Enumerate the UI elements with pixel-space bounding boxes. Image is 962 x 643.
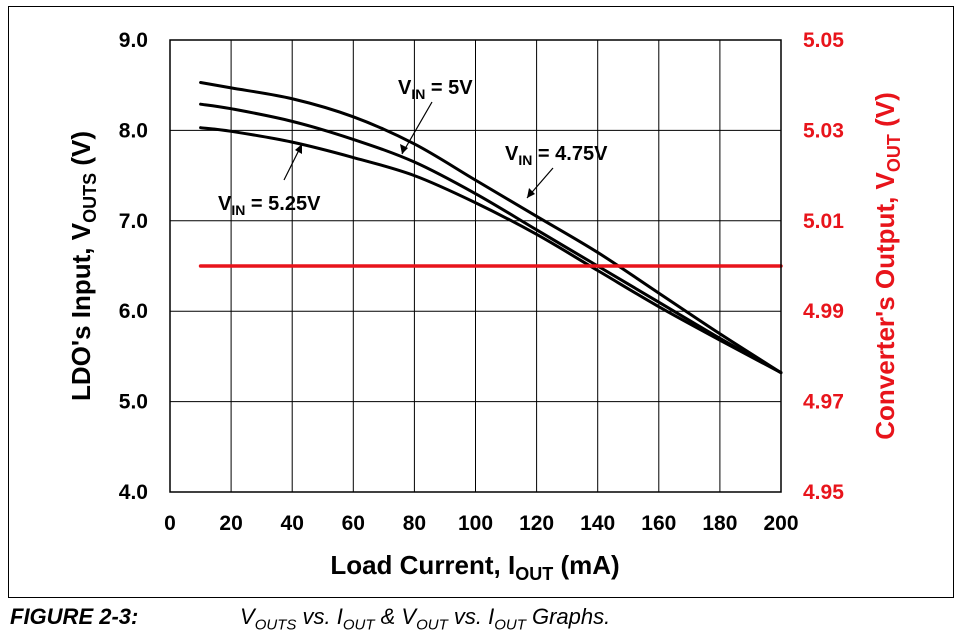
- annotation-arrowhead-5v: [400, 144, 408, 154]
- y-tick-label: 8.0: [119, 119, 148, 142]
- series-line-vin-5v: [199, 102, 783, 375]
- y2-tick-label: 5.03: [803, 119, 844, 142]
- x-tick-label: 60: [342, 512, 365, 535]
- y2-tick-labels: 4.95 4.97 4.99 5.01 5.03 5.05: [803, 29, 844, 504]
- caption-subscript: OUT: [494, 616, 526, 634]
- caption-text: Graphs.: [525, 604, 611, 629]
- y-tick-labels: 4.0 5.0 6.0 7.0 8.0 9.0: [119, 29, 148, 504]
- y-tick-label: 9.0: [119, 29, 148, 52]
- y2-tick-label: 5.05: [803, 29, 844, 52]
- chart: 4.0 5.0 6.0 7.0 8.0 9.0 4.95 4.97 4.99 5.01 5.03 5…: [66, 29, 904, 584]
- x-tick-label: 180: [702, 512, 737, 535]
- annotation-arrow-5v: [401, 101, 433, 155]
- y-tick-label: 4.0: [119, 481, 148, 504]
- figure-label: FIGURE 2-3:: [10, 604, 139, 629]
- series-line-vin-4-75v: [199, 80, 783, 375]
- x-tick-label: 140: [580, 512, 615, 535]
- y2-tick-label: 4.99: [803, 300, 844, 323]
- x-tick-label: 200: [763, 512, 798, 535]
- y-tick-label: 6.0: [119, 300, 148, 323]
- caption-text: vs. I: [447, 604, 495, 629]
- caption-text: V: [240, 604, 255, 629]
- figure-description: VOUTS vs. IOUT & VOUT vs. IOUT Graphs.: [240, 604, 611, 633]
- x-tick-label: 0: [164, 512, 176, 535]
- plot-border: [169, 39, 782, 493]
- x-tick-label: 40: [281, 512, 304, 535]
- annotation-vin-5v: VIN = 5V: [398, 77, 473, 102]
- caption-text: & V: [374, 604, 417, 629]
- figure-frame: [8, 6, 954, 598]
- y-tick-label: 7.0: [119, 210, 148, 233]
- y-tick-label: 5.0: [119, 391, 148, 414]
- figure-caption: FIGURE 2-3: VOUTS vs. IOUT & VOUT vs. IOU…: [10, 604, 610, 633]
- caption-subscript: OUT: [416, 616, 448, 634]
- annotation-arrowhead-525v: [295, 144, 302, 154]
- y2-axis-title: Converter's Output, VOUT (V): [870, 92, 904, 440]
- x-tick-label: 20: [219, 512, 242, 535]
- x-axis-title: Load Current, IOUT (mA): [330, 550, 619, 584]
- x-tick-label: 80: [403, 512, 426, 535]
- x-tick-labels: 0 20 40 60 80 100 120 140 160 180 200: [164, 512, 798, 535]
- series-line-vin-5-25v: [199, 126, 783, 375]
- y-axis-title: LDO's Input, VOUTS (V): [66, 131, 100, 401]
- annotation-vin-475v: VIN = 4.75V: [505, 143, 608, 168]
- annotations: VIN = 5V VIN = 4.75V VIN = 5.25V: [218, 77, 608, 218]
- y2-tick-label: 4.97: [803, 391, 844, 414]
- x-tick-label: 100: [458, 512, 493, 535]
- caption-subscript: OUT: [342, 616, 375, 634]
- y2-tick-label: 5.01: [803, 210, 844, 233]
- annotation-vin-525v: VIN = 5.25V: [218, 193, 321, 218]
- caption-subscript: OUTS: [254, 616, 297, 634]
- x-tick-label: 120: [519, 512, 554, 535]
- x-tick-label: 160: [641, 512, 676, 535]
- caption-text: vs. I: [296, 604, 343, 629]
- y2-tick-label: 4.95: [803, 481, 844, 504]
- series-layer: [198, 80, 783, 375]
- annotation-arrowhead-475v: [527, 188, 535, 198]
